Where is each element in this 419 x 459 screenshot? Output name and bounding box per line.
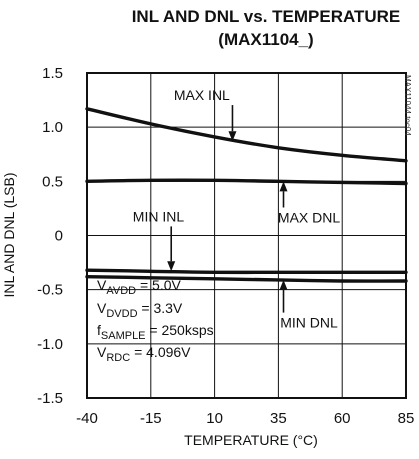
x-axis-label: TEMPERATURE (°C) <box>184 432 318 448</box>
annotation-arrow-head <box>167 261 176 272</box>
y-tick-label: -1.0 <box>37 336 63 353</box>
condition-line: VRDC = 4.096V <box>97 344 191 364</box>
x-tick-label: -40 <box>76 410 98 427</box>
annotation-arrow-head <box>279 181 288 192</box>
annotation-label: MIN DNL <box>280 315 338 331</box>
x-tick-label: 10 <box>206 410 223 427</box>
annotation-arrow-head <box>279 279 288 290</box>
chart-title-line-2: (MAX1104_) <box>218 30 313 49</box>
y-tick-label: -0.5 <box>37 282 63 299</box>
y-tick-label: 0.5 <box>42 173 63 190</box>
x-tick-label: 60 <box>334 410 351 427</box>
annotation-label: MAX DNL <box>278 210 340 226</box>
annotation-label: MIN INL <box>133 208 185 224</box>
y-axis-label: INL AND DNL (LSB) <box>1 173 17 298</box>
series-line-min-inl <box>85 268 408 275</box>
annotation-label: MAX INL <box>174 87 230 103</box>
condition-line: fSAMPLE = 250ksps <box>97 322 214 342</box>
condition-subscript: RDC <box>106 352 130 364</box>
condition-line: VAVDD = 5.0V <box>97 277 182 297</box>
annotation-max-inl: MAX INL <box>174 87 237 142</box>
x-tick-label: -15 <box>140 410 162 427</box>
condition-value: = 250ksps <box>146 322 214 338</box>
condition-value: = 3.3V <box>138 300 183 316</box>
x-tick-labels: -40 -15 10 35 60 85 <box>76 410 414 427</box>
chart-title-line-1: INL AND DNL vs. TEMPERATURE <box>132 7 401 26</box>
annotation-min-dnl: MIN DNL <box>279 279 338 331</box>
annotation-min-inl: MIN INL <box>133 208 185 272</box>
condition-subscript: DVDD <box>106 308 137 320</box>
y-tick-label: 1.0 <box>42 119 63 136</box>
plot-frame <box>86 72 407 399</box>
series-line-max-inl <box>85 107 408 163</box>
condition-symbol: V <box>97 277 107 293</box>
y-tick-label: 0 <box>55 228 63 245</box>
condition-symbol: V <box>97 344 107 360</box>
condition-subscript: AVDD <box>106 285 136 297</box>
condition-symbol: V <box>97 300 107 316</box>
series-line-max-dnl <box>85 178 408 186</box>
figure-code: MAX11044 toc04 <box>403 75 412 136</box>
condition-line: VDVDD = 3.3V <box>97 300 183 320</box>
y-tick-label: -1.5 <box>37 390 63 407</box>
y-tick-label: 1.5 <box>42 65 63 82</box>
condition-value: = 5.0V <box>136 277 181 293</box>
condition-symbol: f <box>97 322 101 338</box>
x-tick-label: 85 <box>398 410 415 427</box>
series-line-min-dnl <box>85 275 408 283</box>
x-tick-label: 35 <box>270 410 287 427</box>
series-lines <box>85 107 408 283</box>
condition-value: = 4.096V <box>130 344 191 360</box>
annotation-max-dnl: MAX DNL <box>278 181 340 226</box>
condition-subscript: SAMPLE <box>101 330 146 342</box>
series-annotations: MAX INL MAX DNL MIN INL MIN DNL <box>133 87 341 331</box>
y-tick-labels: 1.5 1.0 0.5 0 -0.5 -1.0 -1.5 <box>37 65 63 407</box>
annotation-arrow-head <box>228 131 237 142</box>
